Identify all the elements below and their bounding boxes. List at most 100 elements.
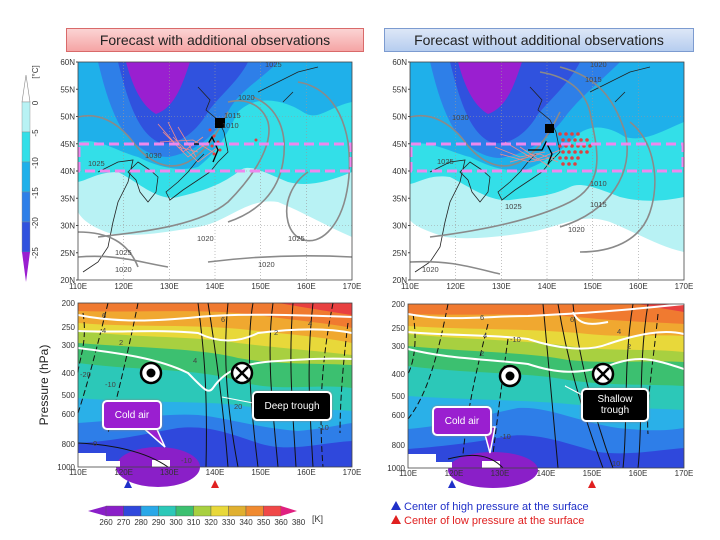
observation-point (570, 132, 574, 136)
latitude-tick: 45N (60, 140, 75, 149)
pressure-tick: 800 (392, 441, 406, 450)
contour-label: 1020 (115, 265, 132, 274)
longitude-tick: 140E (537, 469, 556, 478)
longitude-tick: 140E (206, 468, 225, 477)
cross-section-with-observations (77, 302, 353, 487)
pressure-tick: 1000 (387, 464, 405, 473)
contour-label: 1030 (452, 113, 469, 122)
latitude-tick: 40N (60, 167, 75, 176)
colorbar-max-arrow (281, 506, 297, 516)
pressure-tick: 200 (392, 300, 406, 309)
longitude-tick: 170E (675, 282, 694, 291)
longitude-tick: 150E (251, 468, 270, 477)
observation-point (573, 162, 577, 166)
contour-label: 2 (119, 338, 123, 347)
temperature-colorbar: [°C] 0 -5 -10 -15 -20 -25 (21, 65, 40, 282)
pressure-tick: 1000 (57, 463, 75, 472)
legend-low-triangle (391, 515, 401, 524)
longitude-tick: 160E (297, 282, 316, 291)
colorbar-cell (123, 505, 142, 517)
contour-label: 4 (193, 356, 197, 365)
observation-point (588, 144, 592, 148)
contour-label: 0 (93, 439, 97, 448)
theta-colorbar: 260 270 280 290 300 310 320 330 340 350 360 380 (88, 505, 306, 527)
pressure-tick: 800 (62, 440, 76, 449)
theta-tick: 350 (257, 518, 271, 527)
contour-label: 2 (274, 328, 278, 337)
contour-label: 4 (308, 319, 312, 328)
contour-label: 1020 (238, 93, 255, 102)
temperature-tick: -20 (31, 217, 40, 229)
isentropic-contours (77, 313, 353, 392)
longitude-tick: 160E (629, 282, 648, 291)
contour-label: -10 (318, 423, 329, 432)
longitude-tick: 160E (629, 469, 648, 478)
focus-band (77, 142, 353, 173)
colorbar-min-arrow (88, 506, 106, 516)
contour-label: 1020 (197, 234, 214, 243)
temperature-tick: -25 (31, 247, 40, 259)
title-without-observations: Forecast without additional observations (384, 28, 694, 52)
longitude-tick: 170E (343, 468, 362, 477)
temperature-tick: -15 (31, 187, 40, 199)
pressure-tick: 250 (392, 324, 406, 333)
contour-label: 1020 (568, 225, 585, 234)
pressure-tick: 600 (62, 410, 76, 419)
pressure-tick: 250 (62, 323, 76, 332)
longitude-tick: 150E (583, 469, 602, 478)
contour-label: 6 (570, 315, 574, 324)
contour-label: 1025 (505, 202, 522, 211)
latitude-tick: 50N (392, 113, 407, 122)
contour-label: -10 (181, 456, 192, 465)
observation-point (561, 162, 565, 166)
observation-point (558, 144, 562, 148)
observation-point (558, 132, 562, 136)
theta-tick: 380 (292, 518, 306, 527)
theta-tick: 360 (274, 518, 288, 527)
high-center-marker (448, 480, 456, 488)
pressure-tick: 500 (392, 392, 406, 401)
longitude-tick: 150E (583, 282, 602, 291)
latitude-tick: 30N (392, 222, 407, 231)
northward-wind-symbol (591, 362, 615, 386)
contour-label: 4 (102, 326, 106, 335)
longitude-tick: 160E (297, 468, 316, 477)
deep-trough-callout: Deep trough (252, 391, 332, 421)
colorbar-cell (193, 505, 212, 517)
observation-point (561, 150, 565, 154)
longitude-tick: 110E (401, 282, 419, 291)
legend-high: Center of high pressure at the surface (404, 501, 589, 513)
colorbar-cell (175, 505, 194, 517)
theta-tick: 290 (152, 518, 166, 527)
longitude-tick: 140E (206, 282, 225, 291)
latitude-tick: 35N (60, 194, 75, 203)
longitude-tick: 120E (445, 469, 464, 478)
contour-label: 1025 (265, 60, 282, 69)
theta-unit: [K] (312, 514, 323, 524)
contour-label: 1025 (115, 248, 132, 257)
pressure-axis-label: Pressure (hPa) (37, 345, 51, 426)
contour-label: 6 (102, 311, 106, 320)
contour-label: 10 (612, 459, 620, 468)
map-without-observations (409, 61, 685, 281)
contour-label: 1020 (422, 265, 439, 274)
longitude-tick: 150E (251, 282, 270, 291)
contour-label: -10 (510, 335, 521, 344)
contour-label: 1015 (585, 75, 602, 84)
contour-label: 4 (483, 331, 487, 340)
observation-point (558, 156, 562, 160)
observation-point (567, 150, 571, 154)
colorbar-cell (263, 505, 282, 517)
observation-point (570, 156, 574, 160)
contour-label: 1025 (437, 157, 454, 166)
isobars (77, 81, 353, 268)
cold-air-callout: Cold air (432, 406, 492, 436)
latitude-tick: 55N (392, 85, 407, 94)
pressure-tick: 400 (392, 370, 406, 379)
contour-label: 1020 (258, 260, 275, 269)
longitude-tick: 130E (160, 468, 179, 477)
contour-label: 6 (480, 313, 484, 322)
title-with-observations: Forecast with additional observations (66, 28, 364, 52)
latitude-tick: 20N (392, 276, 407, 285)
